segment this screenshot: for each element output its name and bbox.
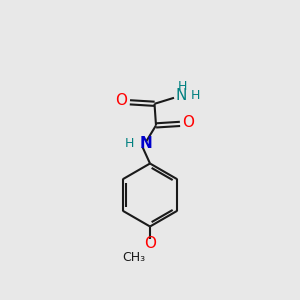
Text: H: H: [191, 89, 200, 102]
Text: H: H: [177, 80, 187, 93]
Text: O: O: [182, 115, 194, 130]
Text: N: N: [140, 136, 152, 151]
Text: N: N: [176, 88, 187, 103]
Text: CH₃: CH₃: [122, 251, 145, 264]
Text: H: H: [125, 136, 134, 150]
Text: O: O: [116, 93, 128, 108]
Text: O: O: [144, 236, 156, 250]
